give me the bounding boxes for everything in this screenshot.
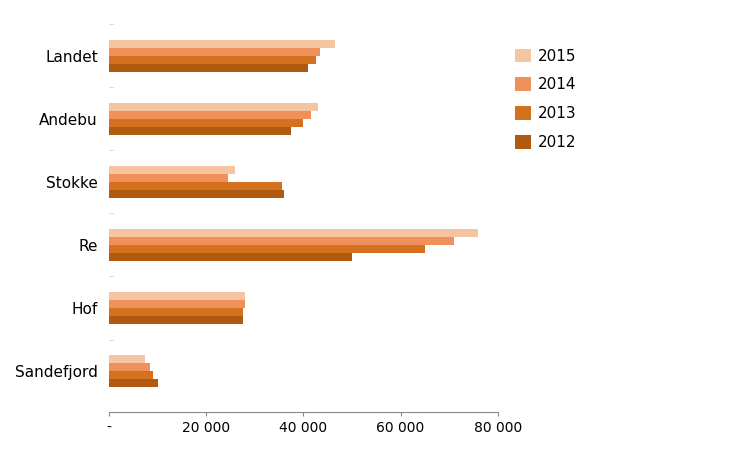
Bar (109, 48, 320, 56)
Bar (109, 371, 153, 379)
Legend: 2015, 2014, 2013, 2012: 2015, 2014, 2013, 2012 (509, 42, 583, 156)
Bar (109, 64, 308, 72)
Bar (109, 229, 478, 237)
Bar (109, 119, 304, 127)
Bar (109, 127, 291, 135)
Bar (109, 56, 316, 64)
Bar (109, 111, 310, 119)
Bar (109, 103, 318, 111)
Bar (109, 316, 243, 324)
Bar (109, 237, 454, 245)
Bar (109, 292, 245, 300)
Bar (109, 253, 352, 261)
Bar (109, 174, 228, 182)
Bar (109, 300, 245, 308)
Bar (109, 190, 284, 198)
Bar (109, 40, 335, 48)
Bar (109, 355, 146, 363)
Bar (109, 182, 281, 190)
Bar (109, 363, 150, 371)
Bar (109, 245, 425, 253)
Bar (109, 166, 236, 174)
Bar (109, 308, 243, 316)
Bar (109, 379, 158, 387)
